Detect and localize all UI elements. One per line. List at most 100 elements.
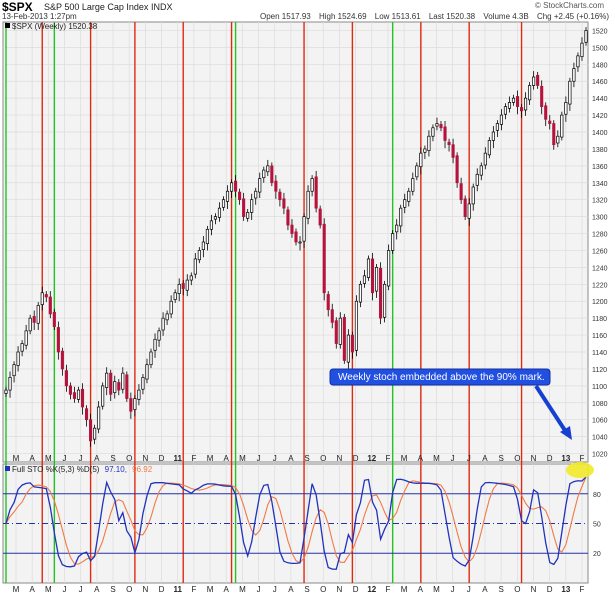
candle-down [68,385,72,395]
candle-up [97,406,101,430]
candle-up [105,372,109,388]
x-tick-label: A [224,454,230,463]
candle-up [358,283,362,303]
x-tick-label: J [257,454,261,463]
x-tick-label: A [418,454,424,463]
candle-up [193,258,197,275]
candle-up [221,199,226,208]
candle-down [314,176,318,209]
candle-up [483,152,487,166]
x-tick-label: A [94,454,100,463]
candle-down [447,141,451,146]
candle-down [89,419,93,442]
x-tick-label-bottom: J [451,585,455,594]
candle-down [459,183,463,201]
x-tick-label: M [45,454,52,463]
y-tick-label: 1220 [592,282,608,289]
candle-up [4,389,8,394]
candle-up [8,377,12,391]
candle-up [76,389,81,400]
x-tick-label: J [79,454,83,463]
candle-up [503,106,507,115]
y-tick-label: 1480 [592,62,608,69]
candle-down [125,374,129,399]
candle-up [532,76,536,86]
x-tick-label-bottom: O [514,585,520,594]
candle-up [403,199,407,208]
x-tick-label: M [13,454,20,463]
x-tick-label-bottom: N [531,585,537,594]
candle-up [564,102,568,115]
candle-up [584,30,588,43]
x-tick-label: A [482,454,488,463]
candle-down [181,283,185,289]
x-tick-label-bottom: 12 [367,585,376,594]
candle-up [411,178,415,192]
candle-up [133,398,137,410]
x-tick-label: O [514,454,520,463]
change-value: Chg +2.45 (+0.16%) [536,12,609,21]
x-tick-label-bottom: F [191,585,196,594]
candle-up [161,317,165,331]
y-tick-label: 1280 [592,232,608,239]
x-tick-label: M [401,454,408,463]
stoch-legend-label: Full STO %K(5,3) %D(5) [12,465,100,474]
candle-up [225,190,230,202]
y-tick-label: 1160 [592,333,607,340]
stoch-y-tick-label: 20 [593,551,601,558]
candle-down [238,191,242,201]
x-tick-label: F [191,454,196,463]
x-tick-label: S [304,454,309,463]
candle-up [40,292,44,305]
candle-down [334,320,338,344]
candle-down [370,258,375,294]
candle-down [443,126,447,141]
candle-up [230,182,234,192]
x-tick-label: M [207,454,214,463]
candle-down [520,107,524,112]
candle-up [145,364,149,380]
x-tick-label-bottom: A [288,585,294,594]
candle-up [346,334,350,363]
y-tick-label: 1300 [592,215,608,222]
candle-down [330,309,334,323]
x-tick-label-bottom: A [418,585,424,594]
candle-up [246,212,250,219]
watermark: © StockCharts.com [535,1,605,10]
x-tick-label: J [467,454,471,463]
y-tick-label: 1360 [592,164,608,171]
y-tick-label: 1440 [592,96,608,103]
x-tick-label: 13 [561,454,570,463]
candle-down [274,180,278,192]
x-tick-label: F [580,454,585,463]
stoch-legend: Full STO %K(5,3) %D(5) 97.10, 96.92 [12,465,153,474]
stoch-legend-swatch [5,466,10,471]
x-tick-label: O [126,454,132,463]
candle-down [109,372,113,395]
candle-down [52,311,56,327]
x-tick-label: J [451,454,455,463]
x-tick-label: J [273,454,277,463]
candle-up [507,102,512,109]
x-tick-label-bottom: M [207,585,214,594]
y-tick-label: 1060 [592,418,608,425]
stoch-k-value: 97.10, [105,465,127,474]
candle-up [427,135,431,151]
candle-up [12,364,16,377]
y-tick-label: 1240 [592,265,608,272]
index-name: S&P 500 Large Cap Index [44,2,149,12]
candle-up [209,220,213,230]
candle-up [262,169,266,179]
x-tick-label-bottom: A [224,585,230,594]
candles [4,27,588,447]
candle-down [278,191,282,201]
candle-up [524,97,528,111]
candle-up [511,97,516,103]
candle-up [576,55,580,68]
candle-down [32,316,36,323]
candle-up [560,114,564,138]
x-tick-label: M [433,454,440,463]
candle-down [350,334,354,353]
candle-up [113,381,117,393]
candle-down [544,105,548,120]
